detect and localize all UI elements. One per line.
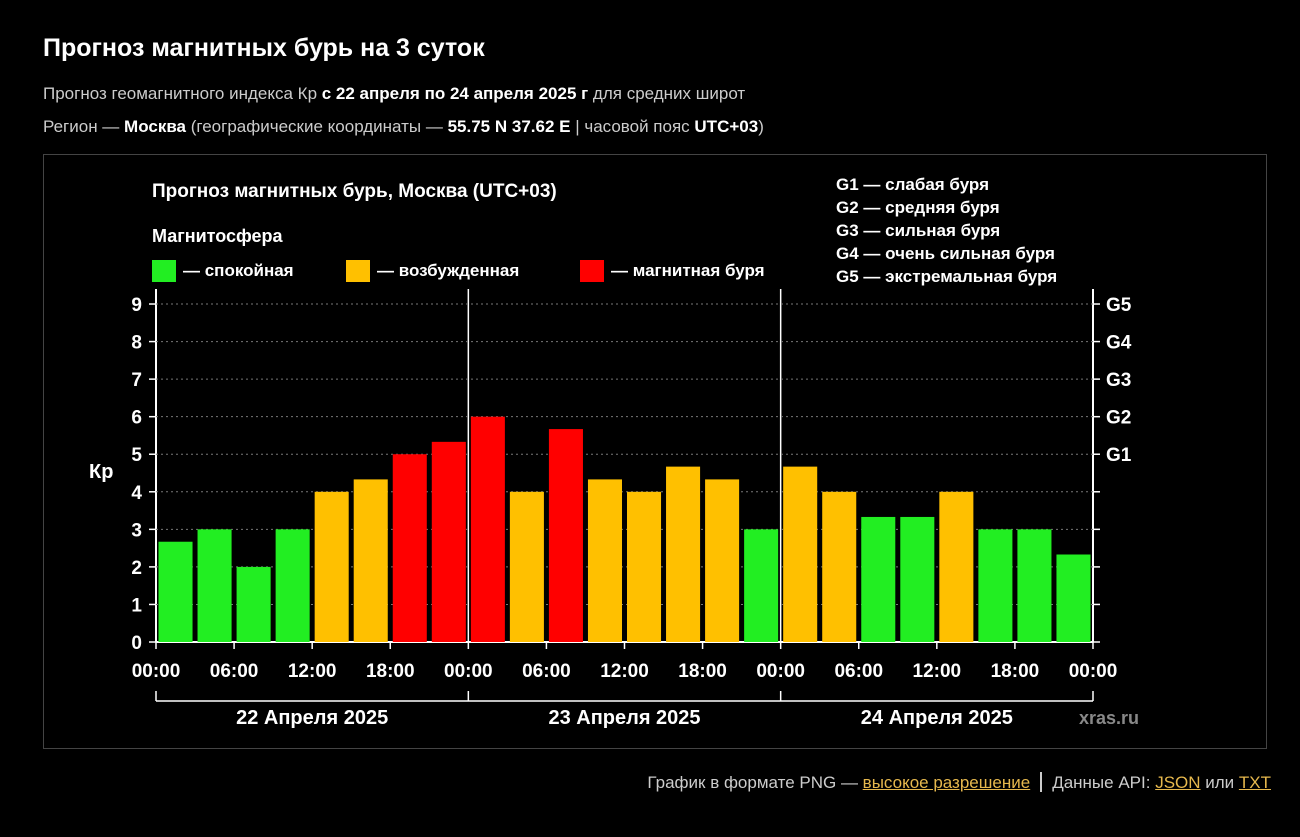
x-tick-label: 00:00 (132, 661, 181, 682)
x-tick-label: 18:00 (366, 661, 415, 682)
g-legend-item: G4 — очень сильная буря (836, 244, 1055, 263)
y-tick-label: 9 (131, 295, 142, 316)
x-tick-label: 06:00 (834, 661, 883, 682)
y-tick-label: 7 (131, 370, 142, 391)
y-tick-label: 0 (131, 633, 142, 654)
y-tick-label: 2 (131, 558, 142, 579)
x-tick-label: 00:00 (756, 661, 805, 682)
x-tick-label: 06:00 (210, 661, 259, 682)
g-legend-item: G1 — слабая буря (836, 175, 989, 194)
x-tick-label: 18:00 (991, 661, 1040, 682)
kp-bar (1017, 529, 1052, 642)
kp-bar (900, 516, 935, 642)
footer-divider (1040, 772, 1043, 792)
kp-bar (822, 491, 857, 642)
day-label: 23 Апреля 2025 (548, 707, 700, 729)
kp-bar (744, 529, 779, 642)
g-legend-item: G5 — экстремальная буря (836, 267, 1057, 286)
json-link[interactable]: JSON (1155, 773, 1201, 792)
footer: График в формате PNG — высокое разрешени… (647, 772, 1271, 793)
legend-swatch-excited (346, 260, 370, 282)
legend-label-quiet: — спокойная (183, 261, 294, 280)
y-tick-label: 8 (131, 333, 142, 354)
chart-frame: Прогноз магнитных бурь, Москва (UTC+03) М… (43, 154, 1267, 749)
kp-bar (666, 466, 701, 642)
kp-bar (978, 529, 1013, 642)
kp-bar (1056, 554, 1091, 642)
g-legend-item: G3 — сильная буря (836, 221, 1000, 240)
y-tick-label: 4 (131, 483, 142, 504)
y-axis-label: Кр (89, 461, 113, 483)
x-tick-label: 12:00 (600, 661, 649, 682)
kp-bar (353, 479, 388, 642)
kp-bar (236, 566, 271, 642)
high-res-link[interactable]: высокое разрешение (862, 773, 1031, 792)
txt-link[interactable]: TXT (1238, 773, 1271, 792)
g-level-label: G1 (1106, 445, 1132, 466)
x-tick-label: 12:00 (913, 661, 962, 682)
kp-bar (587, 479, 622, 642)
watermark: xras.ru (1079, 708, 1139, 728)
kp-bar (705, 479, 740, 642)
kp-bar (939, 491, 974, 642)
or-text: или (1200, 773, 1239, 792)
y-tick-label: 5 (131, 445, 142, 466)
api-text: Данные API: (1052, 773, 1156, 792)
legend-label-storm: — магнитная буря (611, 261, 765, 280)
kp-bar (861, 516, 896, 642)
x-tick-label: 06:00 (522, 661, 571, 682)
day-label: 24 Апреля 2025 (861, 707, 1013, 729)
x-tick-label: 00:00 (444, 661, 493, 682)
kp-bar (392, 454, 427, 642)
g-legend-item: G2 — средняя буря (836, 198, 1000, 217)
y-tick-label: 6 (131, 408, 142, 429)
legend-label-excited: — возбужденная (377, 261, 519, 280)
kp-bar (314, 491, 349, 642)
g-level-label: G2 (1106, 408, 1131, 429)
page-title: Прогноз магнитных бурь на 3 суток (43, 34, 485, 62)
x-tick-label: 00:00 (1069, 661, 1118, 682)
day-label: 22 Апреля 2025 (236, 707, 388, 729)
region-subtitle: Регион — Москва (географические координа… (43, 117, 764, 136)
legend-swatch-quiet (152, 260, 176, 282)
kp-bar (548, 429, 583, 642)
kp-bar (158, 541, 193, 642)
g-level-label: G4 (1106, 333, 1132, 354)
legend-title: Магнитосфера (152, 226, 284, 246)
forecast-subtitle: Прогноз геомагнитного индекса Кр с 22 ап… (43, 84, 746, 103)
chart-title: Прогноз магнитных бурь, Москва (UTC+03) (152, 181, 557, 202)
g-level-label: G5 (1106, 295, 1132, 316)
x-tick-label: 12:00 (288, 661, 337, 682)
y-tick-label: 1 (131, 595, 142, 616)
png-text: График в формате PNG — (647, 773, 863, 792)
kp-bar (197, 529, 232, 642)
kp-bar (783, 466, 818, 642)
kp-bar (627, 491, 662, 642)
x-tick-label: 18:00 (678, 661, 727, 682)
legend-swatch-storm (580, 260, 604, 282)
y-tick-label: 3 (131, 520, 142, 541)
kp-chart: Прогноз магнитных бурь, Москва (UTC+03) М… (89, 175, 1139, 729)
kp-bar (509, 491, 544, 642)
kp-bar (275, 529, 310, 642)
kp-bar (470, 416, 505, 642)
g-level-label: G3 (1106, 370, 1131, 391)
kp-bar (431, 441, 466, 642)
